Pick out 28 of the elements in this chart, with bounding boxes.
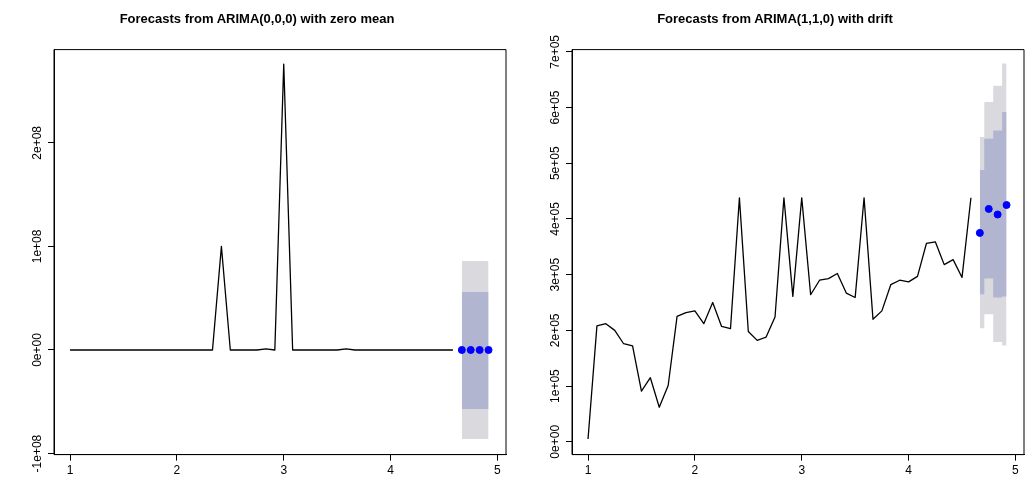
y-tick-label: 1e+05 (548, 368, 563, 403)
y-tick-label: 2e+05 (548, 313, 563, 348)
x-tick-label: 3 (280, 463, 288, 478)
y-tick-label: 2e+08 (30, 125, 45, 160)
chart-title: Forecasts from ARIMA(1,1,0) with drift (657, 11, 894, 27)
point (1002, 201, 1011, 210)
y-tick-label: 5e+05 (548, 146, 563, 181)
y-tick-label: 0e+00 (30, 332, 45, 367)
x-tick-label: 5 (1012, 463, 1020, 478)
x-tick-label: 4 (905, 463, 913, 478)
point (975, 228, 984, 237)
y-tick-label: 6e+05 (548, 90, 563, 125)
y-tick-label: 7e+05 (548, 34, 563, 69)
y-tick-label: 3e+05 (548, 257, 563, 292)
x-tick-label: 4 (387, 463, 395, 478)
y-tick-label: 0e+00 (548, 424, 563, 459)
y-tick-label: 1e+08 (30, 229, 45, 264)
x-tick-label: 2 (691, 463, 699, 478)
x-tick-label: 1 (584, 463, 592, 478)
chart-title: Forecasts from ARIMA(0,0,0) with zero mean (119, 11, 395, 27)
x-tick-label: 2 (173, 463, 181, 478)
x-tick-label: 3 (798, 463, 806, 478)
y-tick-label: -1e+08 (30, 434, 45, 473)
x-tick-label: 1 (66, 463, 74, 478)
point (993, 210, 1002, 219)
point (984, 204, 993, 213)
y-tick-label: 4e+05 (548, 201, 563, 236)
x-tick-label: 5 (494, 463, 502, 478)
